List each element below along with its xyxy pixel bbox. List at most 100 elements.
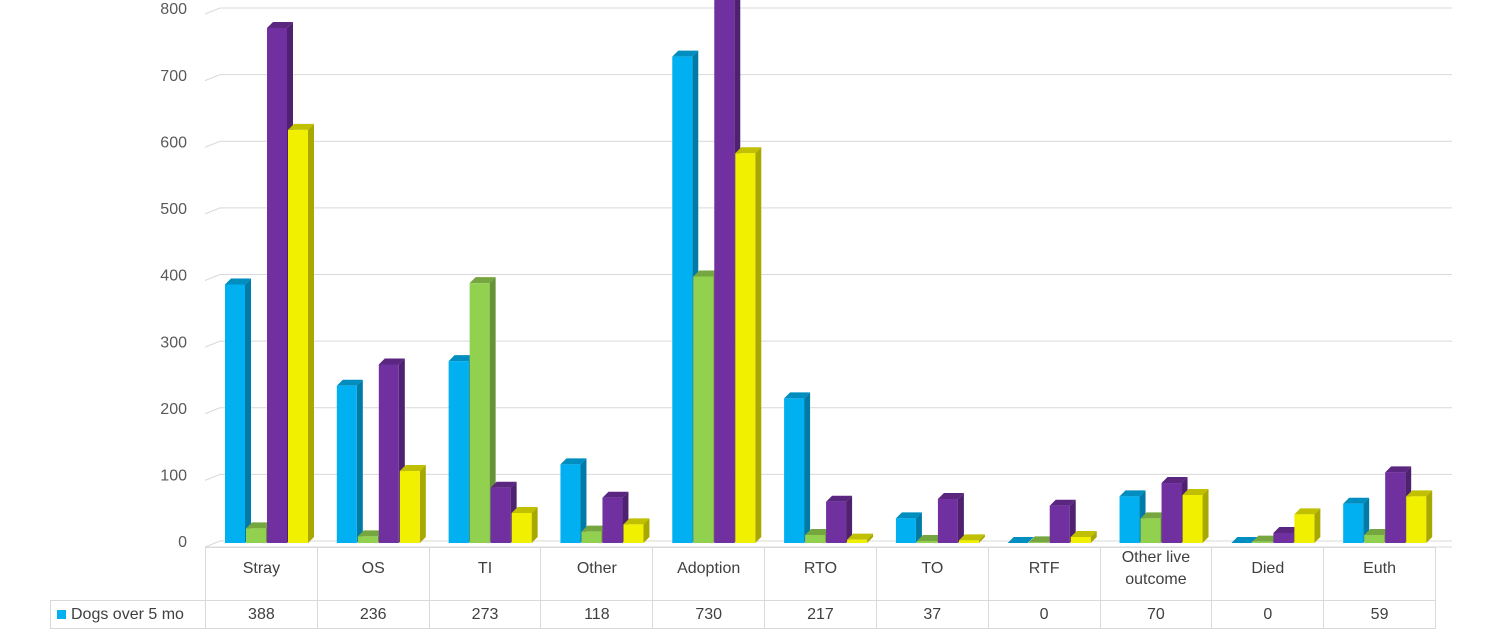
table-value: 0: [1211, 600, 1325, 629]
bar-face: [1231, 537, 1258, 543]
bar-face: [937, 499, 958, 543]
bar-face: [357, 536, 378, 543]
bar-face: [755, 147, 762, 543]
bar-face: [1252, 535, 1279, 542]
bar-face: [511, 513, 532, 543]
bar-face: [1140, 518, 1161, 543]
x-tick-label: Other live outcome: [1099, 547, 1213, 601]
bar-face: [511, 507, 538, 514]
bar-face: [784, 392, 811, 399]
bar-face: [1140, 512, 1167, 519]
bar-face: [1273, 527, 1300, 534]
bar-face: [602, 491, 629, 498]
table-value: 730: [652, 600, 766, 629]
bar: [937, 493, 964, 543]
bar-face: [419, 465, 426, 543]
bar-face: [1364, 529, 1391, 536]
bar: [847, 533, 874, 543]
grid-line: [204, 274, 1452, 281]
y-tick-label: 200: [160, 401, 187, 418]
legend-swatch: [57, 610, 66, 619]
grid-line: [204, 473, 1452, 481]
y-tick-label: 800: [160, 1, 187, 18]
bar-face: [1314, 508, 1321, 543]
bar-face: [357, 530, 384, 537]
x-tick-label: TI: [428, 547, 542, 601]
bar-face: [958, 540, 979, 543]
bar-face: [531, 507, 538, 543]
table-value: 118: [540, 600, 654, 629]
bar-face: [1364, 535, 1385, 543]
bar-face: [246, 528, 266, 543]
bar-face: [267, 27, 287, 543]
bar-face: [448, 355, 475, 362]
bar: [288, 123, 314, 544]
bar-face: [1070, 537, 1091, 543]
bar-face: [846, 495, 853, 543]
bar-face: [1069, 499, 1076, 543]
bar-face: [1426, 490, 1433, 543]
bar-face: [895, 512, 922, 519]
bar-face: [916, 535, 943, 542]
bar-face: [225, 284, 245, 543]
bar: [1070, 531, 1097, 543]
x-tick-label: Died: [1211, 547, 1325, 601]
bar: [1182, 489, 1209, 543]
bar-face: [1406, 496, 1427, 543]
bar-face: [693, 270, 720, 277]
bar-face: [805, 535, 826, 543]
grid-line: [204, 74, 1452, 82]
bar-face: [1028, 542, 1049, 543]
bar-face: [378, 358, 405, 365]
bar-face: [1182, 495, 1203, 543]
bar-face: [356, 379, 363, 543]
bar-face: [267, 21, 293, 28]
bar-face: [1049, 505, 1070, 543]
bar-face: [978, 534, 985, 543]
bar-face: [580, 458, 587, 543]
table-value: 217: [764, 600, 877, 629]
grid-line: [204, 407, 1452, 415]
x-tick-label: Adoption: [652, 547, 766, 601]
bar: [469, 277, 496, 543]
x-tick-label: RTF: [987, 547, 1101, 601]
bar: [336, 379, 363, 543]
bar-face: [672, 50, 699, 57]
grid-line: [204, 7, 1452, 15]
x-tick-label: Euth: [1323, 547, 1436, 601]
bar-face: [399, 471, 420, 543]
bar: [623, 518, 650, 543]
bar-face: [308, 123, 314, 544]
bar-face: [1028, 536, 1055, 543]
grid-line: [204, 140, 1452, 148]
table-value: 59: [1323, 600, 1436, 629]
bar-face: [1385, 472, 1406, 543]
bar: [1406, 490, 1433, 543]
bar-face: [714, 0, 735, 544]
bar: [895, 512, 922, 543]
bar-face: [490, 487, 511, 543]
bar: [560, 458, 587, 543]
bar-face: [1119, 490, 1146, 497]
bar-face: [895, 518, 916, 543]
bar-face: [336, 379, 363, 386]
bar: [784, 392, 811, 543]
table-value: 70: [1099, 600, 1213, 629]
x-tick-label: Other: [540, 547, 654, 601]
bar-face: [826, 501, 847, 543]
table-value: 236: [316, 600, 430, 629]
bar-face: [847, 533, 874, 540]
bar: [958, 534, 985, 543]
bar-face: [1343, 503, 1364, 543]
y-tick-label: 0: [178, 534, 187, 551]
bar-face: [1252, 541, 1273, 543]
bar-face: [1070, 531, 1097, 538]
bar-face: [826, 495, 853, 502]
bar-face: [804, 392, 811, 543]
bar-face: [1119, 496, 1140, 543]
bar-face: [245, 278, 251, 543]
bar-face: [1294, 514, 1315, 543]
bar-face: [643, 518, 650, 543]
bar-face: [581, 525, 608, 532]
